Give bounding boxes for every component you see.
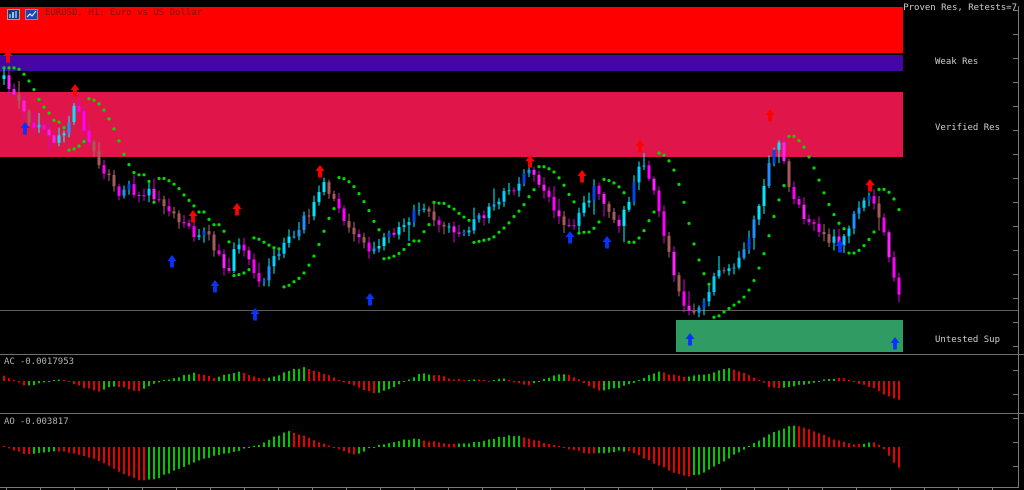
zone-label-weak-res: Weak Res [935, 57, 979, 67]
chart-axes[interactable] [0, 6, 1024, 490]
ao-indicator-label: AO -0.003817 [4, 417, 69, 427]
buy-signal-arrow[interactable] [565, 231, 575, 244]
zone-label-proven-res: Proven Res, Retests=7 [903, 3, 1017, 13]
signal-arrows[interactable] [3, 50, 900, 350]
sell-signal-arrow[interactable] [3, 50, 13, 63]
sell-signal-arrow[interactable] [635, 140, 645, 153]
zone-label-verified-res: Verified Res [935, 123, 1001, 133]
zone-verified-res[interactable] [0, 92, 903, 157]
buy-signal-arrow[interactable] [167, 255, 177, 268]
sell-signal-arrow[interactable] [232, 203, 242, 216]
sell-signal-arrow[interactable] [315, 165, 325, 178]
sell-signal-arrow[interactable] [525, 155, 535, 168]
ac-value: -0.0017953 [19, 357, 75, 367]
buy-signal-arrow[interactable] [890, 337, 900, 350]
sr-zones[interactable] [0, 7, 903, 352]
chart-title: EURUSD, H1: Euro vs US Dollar [45, 8, 203, 18]
chart-template-icon [25, 5, 38, 20]
zone-proven-res[interactable] [0, 7, 903, 53]
zone-label-untested-sup: Untested Sup [935, 335, 1001, 345]
ac-indicator-label: AC -0.0017953 [4, 357, 74, 367]
buy-signal-arrow[interactable] [835, 240, 845, 253]
ao-name: AO [4, 417, 15, 427]
candle-bodies [2, 75, 901, 313]
buy-signal-arrow[interactable] [250, 308, 260, 321]
buy-signal-arrow[interactable] [365, 293, 375, 306]
buy-signal-arrow[interactable] [20, 122, 30, 135]
zone-untested-sup[interactable] [676, 320, 903, 352]
buy-signal-arrow[interactable] [685, 333, 695, 346]
chart-symbol-icon [7, 5, 20, 20]
parabolic-sar-dots [2, 66, 901, 319]
sell-signal-arrow[interactable] [70, 84, 80, 97]
ao-value: -0.003817 [19, 417, 69, 427]
buy-signal-arrow[interactable] [602, 236, 612, 249]
zone-weak-res[interactable] [0, 55, 903, 71]
oscillator-histograms [3, 367, 900, 481]
ac-name: AC [4, 357, 15, 367]
sell-signal-arrow[interactable] [188, 210, 198, 223]
sell-signal-arrow[interactable] [765, 109, 775, 122]
sell-signal-arrow[interactable] [577, 170, 587, 183]
buy-signal-arrow[interactable] [210, 280, 220, 293]
sell-signal-arrow[interactable] [865, 179, 875, 192]
